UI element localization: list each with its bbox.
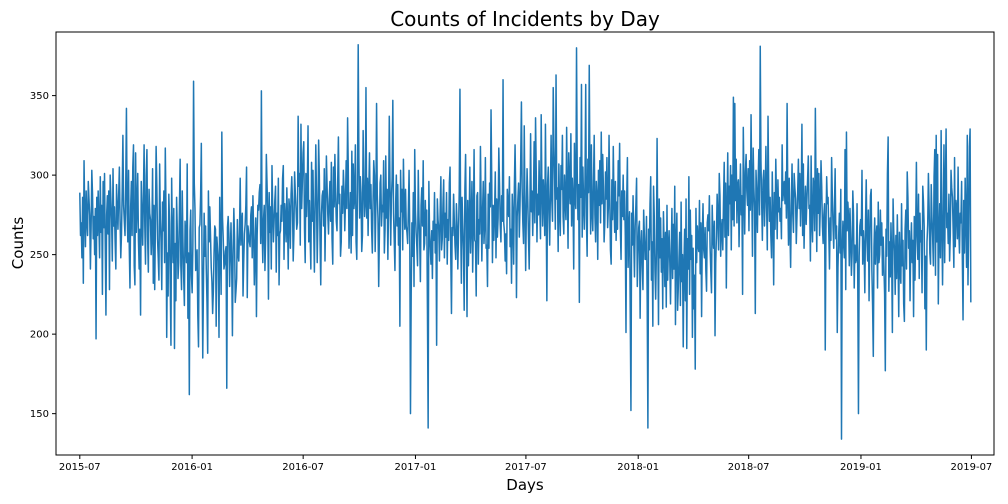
series-line xyxy=(79,43,972,440)
x-tick-label: 2017-07 xyxy=(505,462,547,473)
x-tick-label: 2016-01 xyxy=(171,462,213,473)
plot-frame xyxy=(55,31,995,456)
x-tick-label: 2018-07 xyxy=(728,462,770,473)
y-axis-label: Counts xyxy=(9,217,27,270)
chart-title: Counts of Incidents by Day xyxy=(390,7,660,31)
x-tick-label: 2017-01 xyxy=(395,462,437,473)
x-axis: 2015-07 2016-01 2016-07 2017-01 2017-07 2018-… xyxy=(59,455,992,473)
x-tick-label: 2016-07 xyxy=(282,462,324,473)
y-tick-label: 350 xyxy=(30,91,49,102)
y-tick-label: 200 xyxy=(30,330,49,341)
x-tick-label: 2018-01 xyxy=(617,462,659,473)
x-axis-label: Days xyxy=(506,476,544,494)
x-tick-label: 2019-01 xyxy=(840,462,882,473)
y-axis: 150 200 250 300 350 xyxy=(30,91,56,420)
y-tick-label: 250 xyxy=(30,250,49,261)
y-tick-label: 300 xyxy=(30,171,49,182)
x-tick-label: 2019-07 xyxy=(951,462,993,473)
x-tick-label: 2015-07 xyxy=(59,462,101,473)
plot-area xyxy=(55,31,995,456)
y-tick-label: 150 xyxy=(30,409,49,420)
